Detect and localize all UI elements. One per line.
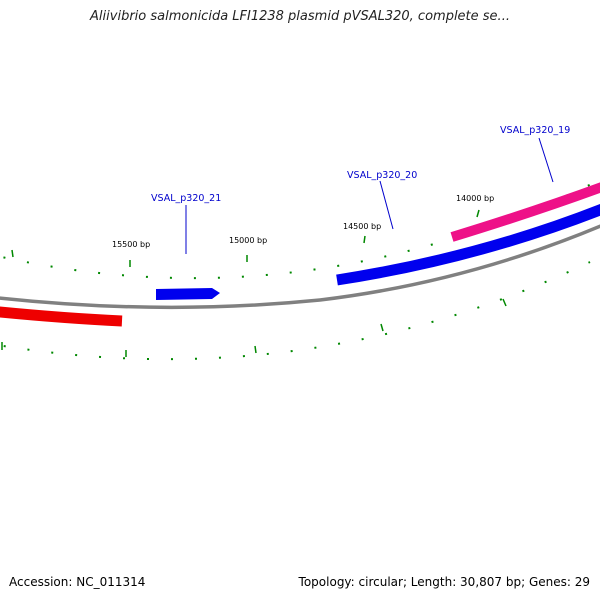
gene-reverse-red[interactable] <box>0 306 123 327</box>
outer-major-ticks <box>11 209 480 267</box>
bp-label-14500: 14500 bp <box>343 222 381 231</box>
gene-label-19[interactable]: VSAL_p320_19 <box>500 125 570 136</box>
bp-label-14000: 14000 bp <box>456 194 494 203</box>
accession-text: Accession: NC_011314 <box>9 575 146 589</box>
inner-tick-ring <box>0 261 591 361</box>
outer-tick-ring <box>0 178 600 280</box>
gene-VSAL_p320_20[interactable] <box>336 204 600 286</box>
inner-major-ticks <box>1 298 507 357</box>
map-title: Aliivibrio salmonicida LFI1238 plasmid p… <box>90 9 510 24</box>
gene-label-20[interactable]: VSAL_p320_20 <box>347 170 417 181</box>
summary-text: Topology: circular; Length: 30,807 bp; G… <box>298 575 590 589</box>
bp-label-15000: 15000 bp <box>229 236 267 245</box>
leader-line-20 <box>379 180 394 230</box>
bp-label-15500: 15500 bp <box>112 240 150 249</box>
gene-VSAL_p320_19[interactable] <box>450 182 600 242</box>
gene-VSAL_p320_21[interactable] <box>156 288 220 300</box>
plasmid-backbone <box>0 224 600 310</box>
leader-line-19 <box>538 137 554 183</box>
gene-label-21[interactable]: VSAL_p320_21 <box>151 193 221 204</box>
